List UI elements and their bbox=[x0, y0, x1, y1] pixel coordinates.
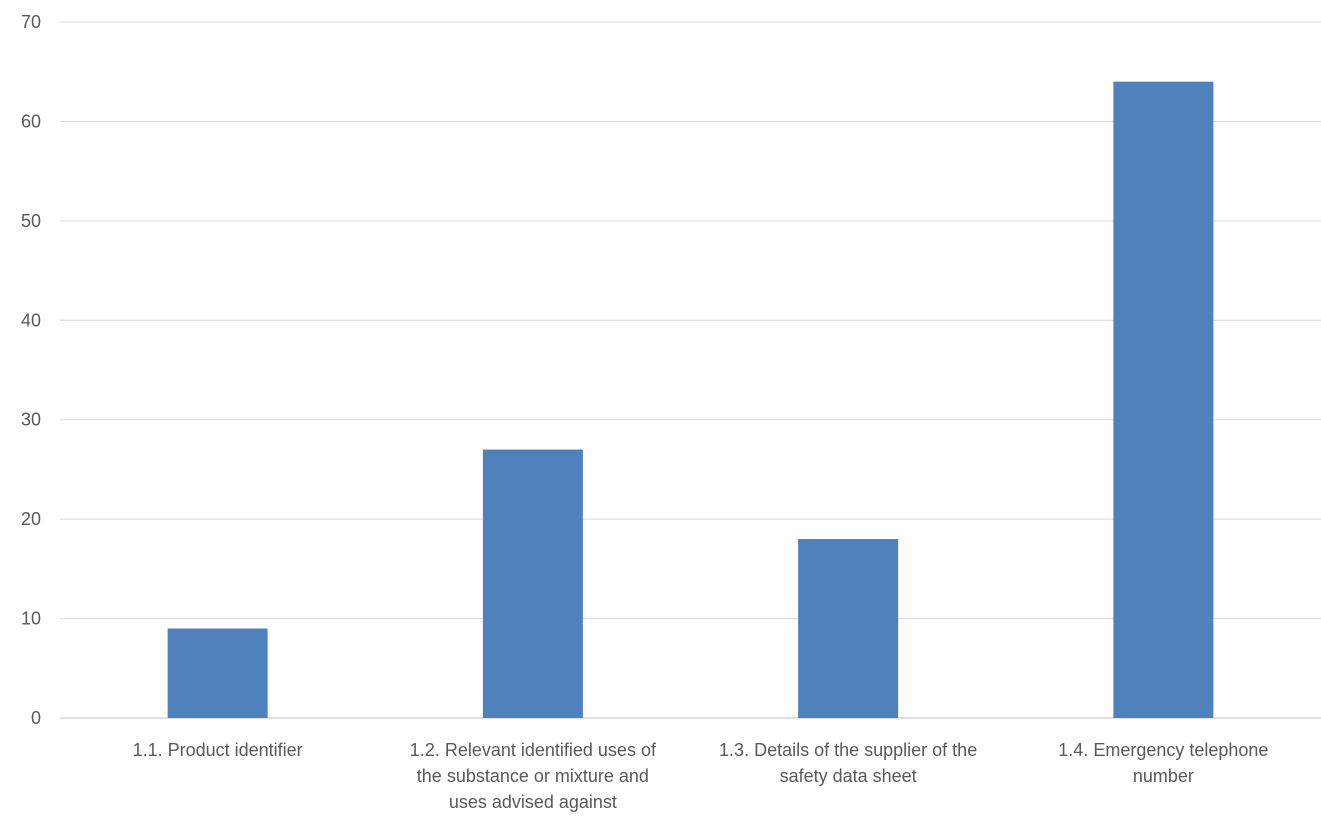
y-tick-label: 60 bbox=[21, 111, 41, 131]
x-tick-label: 1.2. Relevant identified uses of the subs… bbox=[410, 740, 657, 812]
x-tick-label-line: 1.4. Emergency telephone bbox=[1058, 740, 1268, 760]
x-tick-label-line: 1.2. Relevant identified uses of bbox=[410, 740, 657, 760]
y-tick-label: 0 bbox=[31, 708, 41, 728]
y-tick-label: 20 bbox=[21, 509, 41, 529]
y-tick-label: 40 bbox=[21, 310, 41, 330]
x-tick-label: 1.4. Emergency telephone number bbox=[1058, 740, 1268, 786]
bar bbox=[1113, 81, 1214, 718]
y-axis: 0 10 20 30 40 50 60 70 bbox=[21, 12, 41, 728]
bar bbox=[798, 539, 899, 718]
x-tick-label-line: number bbox=[1133, 766, 1194, 786]
x-axis: 1.1. Product identifier 1.2. Relevant ide… bbox=[133, 740, 1269, 812]
bars bbox=[167, 81, 1214, 718]
x-tick-label: 1.1. Product identifier bbox=[133, 740, 303, 760]
y-tick-label: 10 bbox=[21, 609, 41, 629]
x-tick-label: 1.3. Details of the supplier of the safet… bbox=[719, 740, 977, 786]
y-tick-label: 30 bbox=[21, 410, 41, 430]
gridlines bbox=[60, 21, 1321, 719]
x-tick-label-line: uses advised against bbox=[449, 792, 617, 812]
x-tick-label-line: 1.3. Details of the supplier of the bbox=[719, 740, 977, 760]
x-tick-label-line: the substance or mixture and bbox=[417, 766, 649, 786]
y-tick-label: 70 bbox=[21, 12, 41, 32]
bar bbox=[167, 628, 268, 718]
x-tick-label-line: safety data sheet bbox=[780, 766, 917, 786]
y-tick-label: 50 bbox=[21, 211, 41, 231]
bar bbox=[482, 449, 583, 718]
x-tick-label-line: 1.1. Product identifier bbox=[133, 740, 303, 760]
